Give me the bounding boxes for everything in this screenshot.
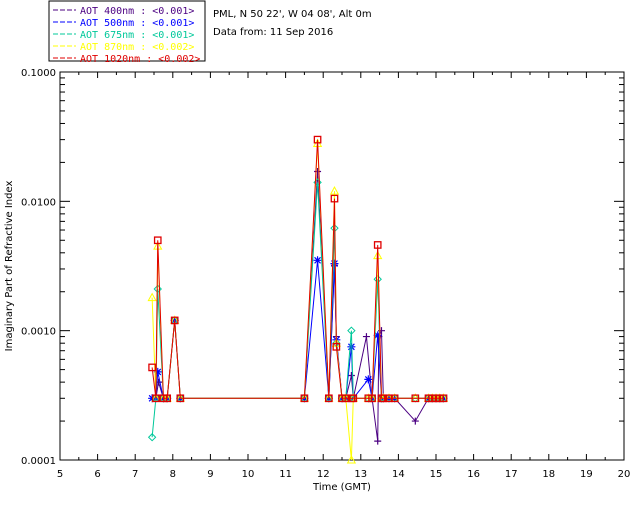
- y-tick-label: 0.1000: [21, 68, 56, 79]
- series-aot500nm-point: [153, 367, 162, 376]
- series-aot1020nm-point: [153, 236, 162, 245]
- x-tick-label: 10: [242, 469, 255, 480]
- series-aot400nm-line: [155, 171, 444, 442]
- x-tick-label: 11: [279, 469, 292, 480]
- series-aot400nm-point: [314, 168, 322, 176]
- series-aot675nm-point: [347, 326, 356, 335]
- series-aot500nm-point: [313, 256, 322, 265]
- series-aot675nm-point: [153, 284, 162, 294]
- x-tick-label: 13: [354, 469, 367, 480]
- y-tick-label: 0.0010: [21, 327, 56, 338]
- series-aot675nm: [147, 178, 448, 442]
- series-aot1020nm-point: [152, 394, 160, 403]
- x-tick-label: 17: [505, 469, 518, 480]
- series-aot400nm-point: [347, 372, 355, 380]
- series-aot500nm-point: [330, 259, 339, 268]
- series-aot500nm-line: [152, 260, 444, 400]
- series-layer: [147, 135, 449, 464]
- series-aot1020nm-point: [411, 394, 420, 403]
- legend-label: AOT 500nm : <0.001>: [80, 18, 194, 29]
- series-aot400nm-point: [411, 417, 419, 425]
- legend-item: AOT 1020nm : <0.002>: [53, 54, 200, 65]
- series-aot400nm-point: [374, 437, 382, 445]
- legend-label: AOT 870nm : <0.002>: [80, 42, 194, 53]
- x-tick-label: 14: [392, 469, 405, 480]
- series-aot870nm-line: [151, 143, 444, 461]
- series-aot1020nm-point: [300, 394, 309, 403]
- series-aot1020nm-point: [163, 394, 172, 403]
- x-tick-label: 18: [542, 469, 555, 480]
- series-aot500nm-point: [373, 331, 382, 340]
- legend-frame: [48, 0, 206, 62]
- series-aot1020nm-point: [313, 135, 322, 144]
- series-aot400nm: [152, 168, 448, 445]
- y-tick-label: 0.0100: [21, 197, 56, 208]
- series-aot1020nm-point: [341, 394, 350, 403]
- legend-item: AOT 870nm : <0.002>: [53, 42, 194, 53]
- x-tick-label: 9: [207, 469, 213, 480]
- legend-label: AOT 1020nm : <0.002>: [80, 54, 200, 65]
- series-aot1020nm-point: [390, 394, 399, 403]
- series-aot1020nm-point: [349, 394, 358, 403]
- series-aot1020nm-point: [170, 316, 179, 325]
- series-aot1020nm-point: [324, 394, 333, 403]
- x-tick-label: 5: [57, 469, 63, 480]
- x-tick-label: 6: [94, 469, 100, 480]
- location-text: PML, N 50 22', W 04 08', Alt 0m: [213, 9, 372, 20]
- series-aot870nm-point: [346, 454, 357, 464]
- x-tick-label: 7: [132, 469, 138, 480]
- x-axis-label: Time (GMT): [312, 482, 371, 493]
- series-aot675nm-line: [151, 182, 444, 438]
- x-tick-label: 8: [170, 469, 176, 480]
- y-tick-label: 0.0001: [21, 456, 56, 467]
- legend-item: AOT 675nm : <0.001>: [53, 30, 194, 41]
- legend-item: AOT 500nm : <0.001>: [53, 18, 194, 29]
- series-aot1020nm-point: [385, 394, 393, 403]
- series-aot870nm-point: [329, 186, 340, 195]
- legend-item: AOT 400nm : <0.001>: [53, 6, 194, 17]
- x-tick-label: 12: [317, 469, 330, 480]
- series-aot1020nm-point: [439, 394, 448, 403]
- x-tick-label: 15: [430, 469, 443, 480]
- x-tick-label: 16: [467, 469, 480, 480]
- legend-label: AOT 675nm : <0.001>: [80, 30, 194, 41]
- series-aot1020nm: [148, 135, 448, 403]
- x-tick-label: 20: [618, 469, 631, 480]
- axes: 5 6 7 8 9 10 11 12 13 14 15 16 17 18 19 20 0.0001 0.0010 0…: [21, 68, 630, 480]
- series-aot500nm-point: [364, 375, 373, 384]
- series-aot675nm-point: [147, 433, 157, 442]
- date-text: Data from: 11 Sep 2016: [213, 27, 333, 38]
- y-axis-label: Imaginary Part of Refractive Index: [4, 181, 15, 352]
- series-aot870nm: [147, 138, 449, 464]
- series-aot1020nm-line: [151, 139, 444, 399]
- legend: AOT 400nm : <0.001>AOT 500nm : <0.001>AO…: [48, 0, 206, 65]
- series-aot1020nm-point: [368, 394, 376, 403]
- series-aot1020nm-point: [379, 394, 388, 403]
- series-aot1020nm-point: [332, 342, 341, 351]
- series-aot870nm-point: [147, 292, 157, 302]
- x-tick-label: 19: [580, 469, 593, 480]
- series-aot400nm-point: [362, 333, 370, 341]
- series-aot500nm: [148, 256, 448, 403]
- series-aot1020nm-point: [330, 194, 339, 203]
- legend-label: AOT 400nm : <0.001>: [80, 6, 194, 17]
- series-aot675nm-point: [373, 274, 382, 284]
- series-aot1020nm-point: [176, 394, 185, 403]
- series-aot1020nm-point: [148, 363, 156, 372]
- series-aot1020nm-point: [373, 241, 382, 249]
